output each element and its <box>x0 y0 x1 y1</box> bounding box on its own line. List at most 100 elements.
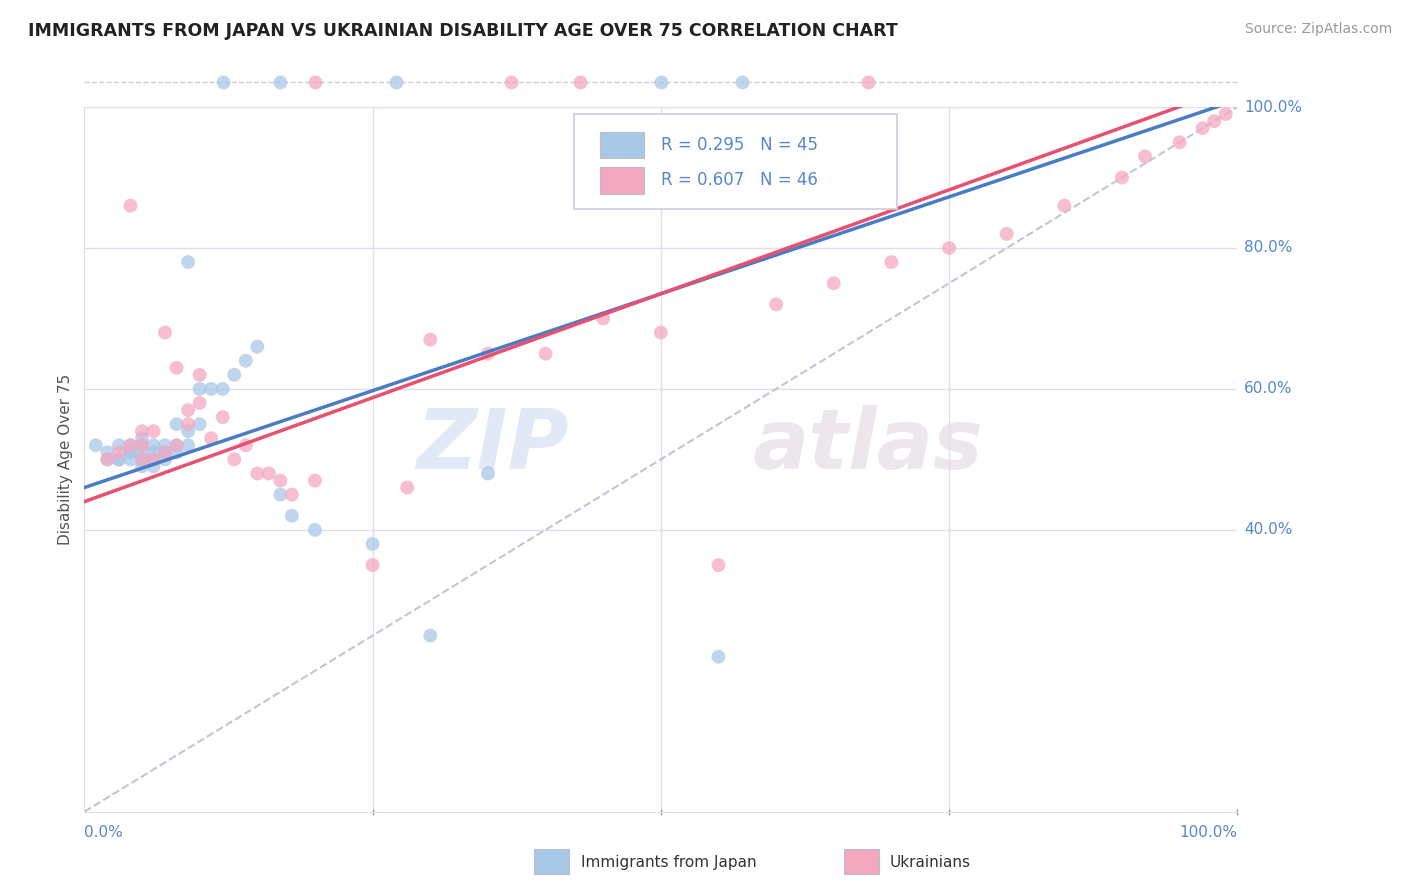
Point <box>131 452 153 467</box>
Point <box>142 438 165 452</box>
Point <box>142 445 165 459</box>
Point <box>153 445 176 459</box>
Point <box>131 431 153 445</box>
Point <box>96 452 118 467</box>
Point <box>153 445 176 459</box>
Text: R = 0.295   N = 45: R = 0.295 N = 45 <box>661 136 818 154</box>
Text: 0.0%: 0.0% <box>84 825 124 840</box>
Point <box>995 227 1018 241</box>
Point <box>142 452 165 467</box>
Point <box>177 417 200 431</box>
Point <box>211 382 233 396</box>
Text: 60.0%: 60.0% <box>1244 382 1292 396</box>
Point <box>224 368 246 382</box>
Point <box>765 297 787 311</box>
Point <box>177 438 200 452</box>
Point <box>188 396 211 410</box>
Point <box>246 340 269 354</box>
Text: Immigrants from Japan: Immigrants from Japan <box>581 855 756 870</box>
Point <box>131 445 153 459</box>
Point <box>142 452 165 467</box>
Point <box>131 452 153 467</box>
Text: Source: ZipAtlas.com: Source: ZipAtlas.com <box>1244 22 1392 37</box>
Point <box>1168 135 1191 149</box>
Point <box>108 438 131 452</box>
Point <box>235 353 257 368</box>
Point <box>166 360 188 375</box>
Point <box>120 199 142 213</box>
Point <box>650 326 672 340</box>
Point <box>477 346 499 360</box>
Point <box>153 445 176 459</box>
Point <box>938 241 960 255</box>
Point <box>166 438 188 452</box>
Point <box>177 403 200 417</box>
Point <box>96 445 118 459</box>
Point <box>1191 121 1213 136</box>
Bar <box>600 167 644 194</box>
Point <box>120 438 142 452</box>
Point <box>592 311 614 326</box>
Text: R = 0.607   N = 46: R = 0.607 N = 46 <box>661 171 818 189</box>
Point <box>96 452 118 467</box>
Point <box>120 438 142 452</box>
Point <box>534 346 557 360</box>
Text: Ukrainians: Ukrainians <box>890 855 972 870</box>
Point <box>707 558 730 573</box>
Point <box>304 523 326 537</box>
Point <box>177 255 200 269</box>
Y-axis label: Disability Age Over 75: Disability Age Over 75 <box>58 374 73 545</box>
Point <box>142 424 165 438</box>
Point <box>153 452 176 467</box>
Point <box>257 467 280 481</box>
Point <box>120 452 142 467</box>
Point <box>880 255 903 269</box>
Point <box>269 487 291 501</box>
Point <box>211 410 233 425</box>
Point <box>281 487 304 501</box>
Point <box>177 424 200 438</box>
Text: 80.0%: 80.0% <box>1244 241 1292 255</box>
Point <box>188 417 211 431</box>
Point <box>131 424 153 438</box>
Point <box>108 445 131 459</box>
Bar <box>600 132 644 159</box>
Point <box>707 649 730 664</box>
Point <box>131 459 153 474</box>
Point <box>84 438 107 452</box>
Point <box>477 467 499 481</box>
Point <box>142 459 165 474</box>
Point <box>188 368 211 382</box>
Point <box>823 277 845 291</box>
Text: 40.0%: 40.0% <box>1244 523 1292 537</box>
Point <box>361 537 384 551</box>
Point <box>304 474 326 488</box>
Text: atlas: atlas <box>754 405 984 486</box>
Text: IMMIGRANTS FROM JAPAN VS UKRAINIAN DISABILITY AGE OVER 75 CORRELATION CHART: IMMIGRANTS FROM JAPAN VS UKRAINIAN DISAB… <box>28 22 898 40</box>
Point <box>131 438 153 452</box>
Point <box>224 452 246 467</box>
Point <box>361 558 384 573</box>
FancyBboxPatch shape <box>574 114 897 210</box>
Point <box>120 445 142 459</box>
Point <box>396 481 419 495</box>
Point <box>200 382 222 396</box>
Point <box>235 438 257 452</box>
Point <box>153 326 176 340</box>
Point <box>269 474 291 488</box>
Point <box>281 508 304 523</box>
Point <box>246 467 269 481</box>
Point <box>1215 107 1237 121</box>
Point <box>153 438 176 452</box>
Point <box>1204 114 1226 128</box>
Point <box>108 452 131 467</box>
Point <box>1133 149 1156 163</box>
Point <box>166 445 188 459</box>
Point <box>419 628 441 642</box>
Point <box>1111 170 1133 185</box>
Point <box>188 382 211 396</box>
Point <box>142 452 165 467</box>
Point <box>1053 199 1076 213</box>
Point <box>131 438 153 452</box>
Text: ZIP: ZIP <box>416 405 568 486</box>
